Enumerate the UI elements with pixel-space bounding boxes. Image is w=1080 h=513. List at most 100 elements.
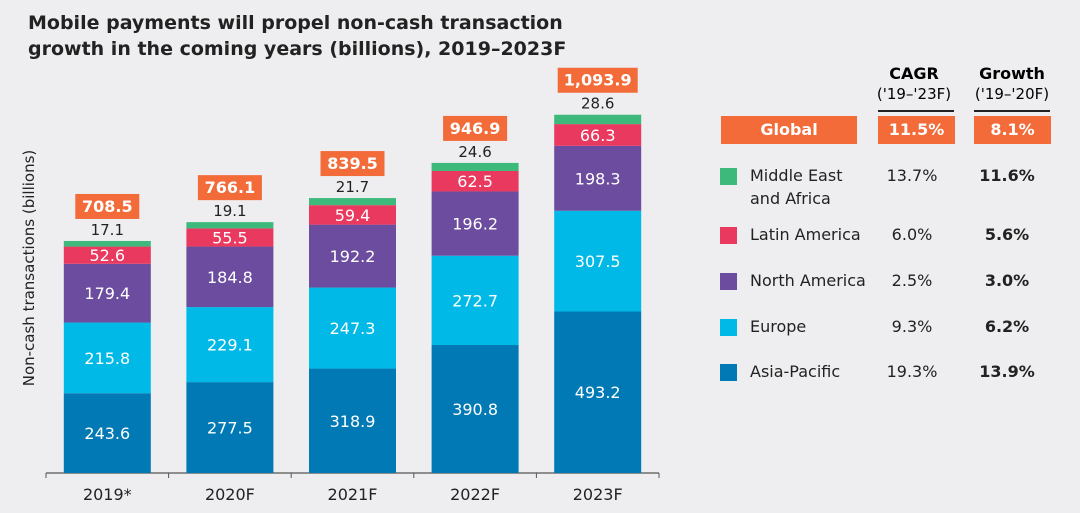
x-tick-label: 2022F [450, 485, 500, 504]
global-growth: 8.1% [974, 116, 1051, 144]
legend-swatch-mea [720, 168, 737, 185]
growth-rule [974, 110, 1050, 112]
bar-segment-north-america [186, 246, 274, 308]
legend-label-europe: Europe [750, 317, 807, 336]
legend-swatch-europe [720, 319, 737, 336]
data-label: 17.1 [91, 221, 124, 239]
legend-swatch-latam [720, 227, 737, 244]
bar-segment-north-america [554, 145, 642, 211]
bar-segment-europe [309, 287, 396, 369]
data-label: 55.5 [212, 228, 248, 247]
data-label: 52.6 [89, 246, 125, 265]
data-label: 179.4 [84, 284, 130, 303]
na-growth: 3.0% [984, 271, 1030, 290]
bar-segment-latin-america [554, 124, 642, 146]
bar-segment-middle-east-and-africa [186, 222, 274, 229]
data-label: 229.1 [207, 336, 253, 355]
total-label: 839.5 [327, 154, 378, 173]
total-label: 946.9 [450, 119, 501, 138]
bar-segment-middle-east-and-africa [431, 162, 519, 171]
bar-segment-asia-pacific [186, 382, 274, 473]
latam-growth: 5.6% [984, 225, 1030, 244]
data-label: 28.6 [581, 95, 614, 113]
bar-segment-middle-east-and-africa [554, 114, 642, 125]
data-label: 24.6 [458, 143, 491, 161]
bar-segment-latin-america [186, 228, 274, 247]
data-label: 318.9 [330, 412, 376, 431]
global-label: Global [721, 116, 857, 144]
x-tick-label: 2023F [573, 485, 623, 504]
bar-segment-latin-america [63, 246, 151, 264]
global-cagr: 11.5% [878, 116, 955, 144]
na-cagr: 2.5% [891, 271, 933, 290]
latam-cagr: 6.0% [891, 225, 933, 244]
cagr-header: CAGR ('19–'23F) [872, 64, 956, 104]
cagr-header-sub: ('19–'23F) [876, 85, 952, 103]
mea-cagr: 13.7% [886, 166, 938, 185]
legend-label-latam: Latin America [750, 225, 861, 244]
bar-segment-asia-pacific [431, 345, 519, 473]
bar-segment-north-america [63, 263, 151, 323]
europe-growth: 6.2% [984, 317, 1030, 336]
europe-cagr: 9.3% [891, 317, 933, 336]
data-label: 390.8 [452, 400, 498, 419]
bar-segment-north-america [309, 224, 396, 288]
mea-growth: 11.6% [979, 166, 1035, 185]
data-label: 66.3 [580, 126, 616, 145]
total-badge [197, 175, 262, 201]
legend-label-na: North America [750, 271, 866, 290]
total-badge [443, 115, 508, 141]
total-label: 766.1 [205, 178, 256, 197]
data-label: 307.5 [575, 252, 621, 271]
x-tick-label: 2020F [205, 485, 255, 504]
total-label: 708.5 [82, 197, 133, 216]
data-label: 19.1 [213, 202, 246, 220]
bar-segment-middle-east-and-africa [309, 198, 396, 206]
data-label: 192.2 [330, 247, 376, 266]
legend-swatch-apac [720, 364, 737, 381]
x-tick-label: 2019* [83, 485, 132, 504]
bar-segment-europe [186, 307, 274, 383]
data-label: 243.6 [84, 424, 130, 443]
data-label: 184.8 [207, 268, 253, 287]
growth-header: Growth ('19–'20F) [970, 64, 1054, 104]
bar-segment-europe [431, 255, 519, 346]
x-tick-label: 2021F [328, 485, 378, 504]
bar-segment-europe [554, 210, 642, 312]
data-label: 21.7 [336, 178, 369, 196]
data-label: 277.5 [207, 419, 253, 438]
legend-swatch-na [720, 273, 737, 290]
cagr-header-title: CAGR [889, 64, 939, 83]
cagr-rule [878, 110, 954, 112]
data-label: 59.4 [335, 206, 371, 225]
data-label: 198.3 [575, 169, 621, 188]
bar-segment-asia-pacific [63, 393, 151, 473]
total-badge [75, 193, 140, 219]
bar-segment-asia-pacific [554, 311, 642, 473]
total-badge [320, 151, 385, 177]
data-label: 272.7 [452, 291, 498, 310]
bar-segment-asia-pacific [309, 368, 396, 473]
bar-segment-latin-america [309, 205, 396, 225]
y-axis-label: Non-cash transactions (billions) [20, 150, 38, 387]
chart-title: Mobile payments will propel non-cash tra… [28, 12, 567, 60]
data-label: 493.2 [575, 383, 621, 402]
apac-cagr: 19.3% [886, 362, 938, 381]
data-label: 62.5 [457, 172, 493, 191]
bar-segment-north-america [431, 191, 519, 256]
growth-header-title: Growth [979, 64, 1045, 83]
bar-segment-europe [63, 322, 151, 394]
growth-header-sub: ('19–'20F) [974, 85, 1050, 103]
total-label: 1,093.9 [564, 71, 632, 90]
total-badge [557, 67, 638, 93]
data-label: 196.2 [452, 215, 498, 234]
legend-label-apac: Asia-Pacific [750, 362, 841, 381]
data-label: 247.3 [330, 319, 376, 338]
legend-label-mea: Middle East and Africa [750, 166, 843, 208]
bar-segment-latin-america [431, 170, 519, 192]
bar-segment-middle-east-and-africa [63, 240, 151, 247]
data-label: 215.8 [84, 349, 130, 368]
apac-growth: 13.9% [979, 362, 1035, 381]
